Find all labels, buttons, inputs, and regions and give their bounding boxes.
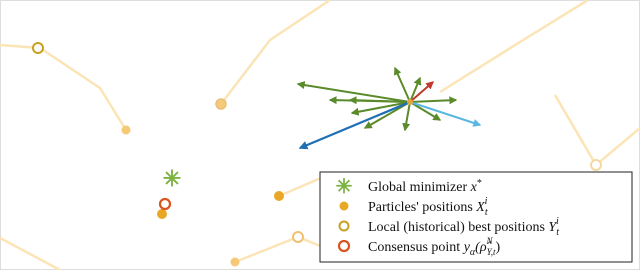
particles: ✳ — [32, 42, 602, 267]
legend-text: i — [485, 196, 488, 207]
legend-text: * — [477, 178, 482, 189]
legend: ✳ Global minimizer x* Particles' positio… — [319, 171, 633, 263]
legend-text: x — [470, 180, 478, 195]
legend-entry: Particles' positions Xti — [368, 196, 488, 218]
legend-entry: Global minimizer x* — [368, 178, 482, 196]
legend-text: Consensus point — [368, 240, 460, 255]
legend-text: Particles' positions — [368, 200, 473, 215]
legend-text: N — [486, 236, 494, 246]
arrows — [296, 66, 482, 150]
legend-text: Global minimizer — [368, 180, 467, 195]
svg-text:✳: ✳ — [336, 176, 353, 198]
legend-text: α — [470, 247, 476, 258]
legend-text: Y — [548, 220, 558, 235]
legend-text: t — [556, 227, 559, 238]
legend-entry: Consensus point yα(ρ̂N Y,t) — [368, 236, 501, 258]
legend-text: ) — [496, 240, 501, 255]
legend-text: y — [462, 240, 471, 255]
legend-text: t — [485, 207, 488, 218]
legend-entry: Local (historical) best positions Yti — [368, 216, 559, 238]
svg-text:✳: ✳ — [163, 166, 181, 191]
legend-text: X — [475, 200, 485, 215]
legend-text: Y,t — [487, 247, 496, 257]
legend-text: i — [556, 216, 559, 227]
legend-text: Local (historical) best positions — [368, 220, 545, 235]
